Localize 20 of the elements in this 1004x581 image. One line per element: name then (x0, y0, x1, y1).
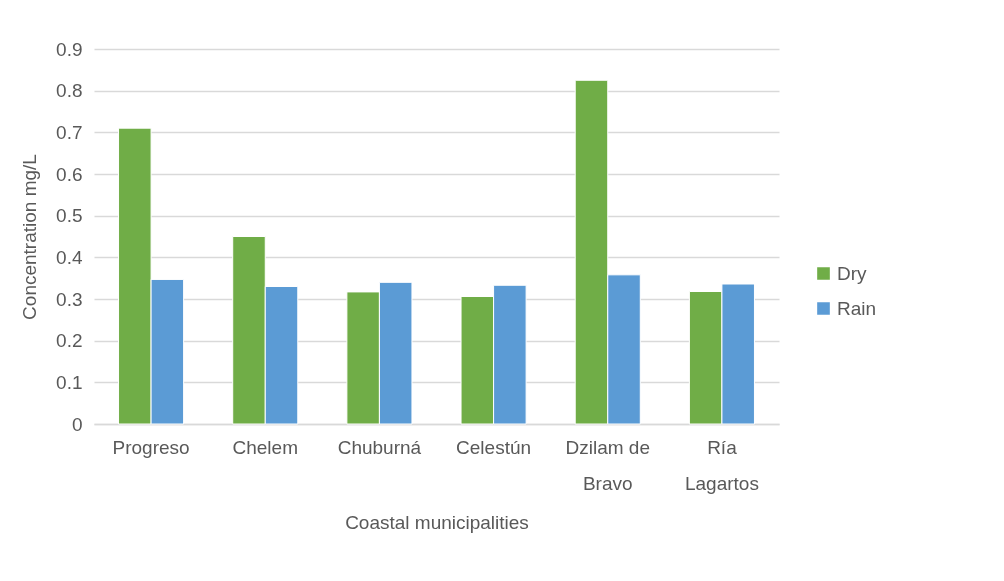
y-tick-label: 0.2 (56, 330, 83, 352)
x-tick-label: Chelem (232, 436, 298, 458)
x-tick-label: Chuburná (337, 436, 422, 458)
y-tick-label: 0.6 (56, 163, 83, 185)
x-tick-label: Dzilam de Bravo (565, 436, 650, 494)
y-tick-label: 0.4 (56, 246, 83, 268)
y-tick-label: 0.9 (56, 38, 83, 60)
y-tick-label: 0 (71, 413, 83, 435)
x-tick-label: Progreso (112, 436, 190, 458)
x-tick-label: Ría Lagartos (684, 436, 759, 494)
x-axis-title: Coastal municipalities (345, 511, 529, 533)
y-tick-label: 0.5 (56, 205, 83, 227)
y-tick-label: 0.1 (56, 371, 83, 393)
y-tick-label: 0.8 (56, 80, 83, 102)
y-tick-label: 0.7 (56, 121, 83, 143)
legend-label: Rain (837, 297, 877, 319)
x-tick-label: Celestún (456, 436, 532, 458)
y-tick-label: 0.3 (56, 288, 83, 310)
legend-label: Dry (837, 262, 868, 284)
y-axis-title: Concentration mg/L (19, 154, 41, 320)
